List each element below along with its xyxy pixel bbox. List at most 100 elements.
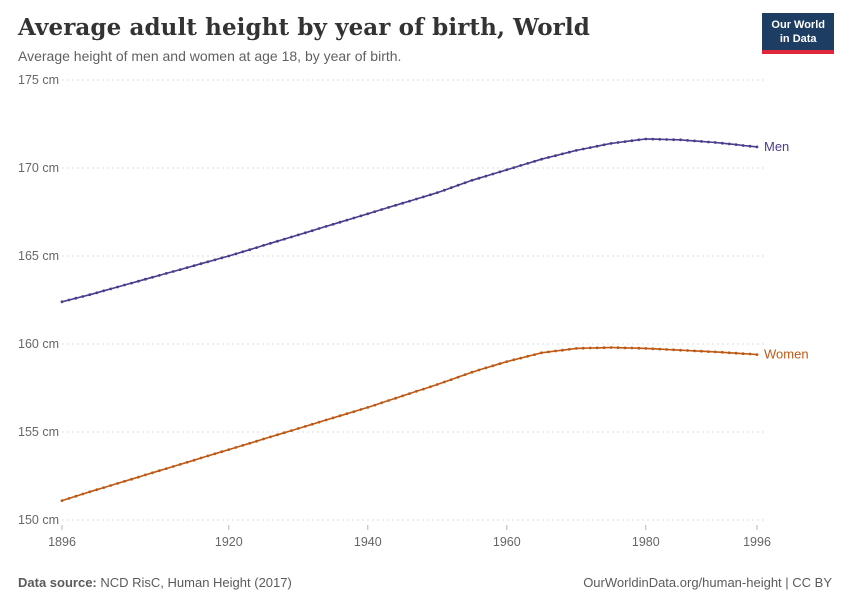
data-point: [435, 191, 439, 194]
data-point: [213, 452, 217, 456]
owid-logo-line2: in Data: [779, 33, 817, 46]
data-point: [283, 237, 286, 241]
chart-footer: Data source: NCD RisC, Human Height (201…: [0, 575, 850, 590]
data-point: [658, 137, 662, 141]
data-point: [547, 156, 550, 159]
data-source-text: NCD RisC, Human Height (2017): [96, 575, 292, 590]
data-point: [199, 456, 203, 460]
data-point: [241, 444, 245, 447]
data-point: [609, 142, 613, 145]
data-point: [116, 285, 119, 289]
data-point: [192, 458, 196, 462]
data-point: [248, 248, 252, 252]
y-tick-label: 170 cm: [18, 161, 59, 175]
data-point: [561, 348, 564, 352]
data-point: [220, 450, 224, 454]
data-point: [352, 410, 356, 413]
data-point: [130, 477, 133, 481]
data-point: [171, 270, 175, 273]
data-point: [401, 394, 404, 398]
x-tick-label: 1960: [493, 535, 521, 549]
data-point: [686, 139, 689, 142]
data-point: [310, 229, 314, 233]
data-point: [554, 349, 557, 353]
data-point: [581, 147, 585, 151]
data-point: [345, 412, 349, 416]
data-point: [415, 389, 418, 393]
data-point: [262, 244, 265, 247]
data-point: [185, 460, 189, 464]
data-point: [533, 353, 536, 356]
data-point: [88, 490, 92, 494]
data-point: [422, 195, 425, 199]
data-point: [151, 471, 154, 475]
data-point: [734, 143, 738, 146]
data-point: [116, 482, 119, 485]
x-tick-label: 1920: [215, 535, 243, 549]
data-point: [755, 353, 759, 356]
data-point: [394, 396, 397, 400]
data-point: [338, 414, 342, 418]
data-point: [700, 349, 703, 353]
data-point: [185, 266, 189, 269]
data-point: [679, 348, 682, 352]
data-point: [477, 368, 481, 372]
data-point: [387, 399, 390, 402]
data-point: [484, 366, 488, 370]
data-point: [60, 300, 64, 304]
data-point: [269, 435, 272, 439]
data-point: [581, 346, 585, 350]
data-point: [276, 433, 279, 437]
x-tick-label: 1980: [632, 535, 660, 549]
data-point: [602, 143, 606, 147]
data-point: [505, 360, 509, 363]
data-source: Data source: NCD RisC, Human Height (201…: [18, 575, 292, 590]
data-point: [178, 463, 182, 466]
data-point: [255, 246, 258, 250]
data-point: [67, 298, 71, 302]
data-point: [109, 484, 113, 487]
chart-area: 150 cm 155 cm 160 cm 165 cm 170 cm 175 cm 1896…: [0, 68, 850, 565]
data-point: [345, 218, 349, 222]
data-point: [630, 139, 634, 143]
data-point: [178, 268, 182, 271]
data-point: [498, 170, 502, 174]
data-point: [192, 264, 196, 268]
data-point: [144, 277, 147, 281]
data-point: [588, 146, 592, 149]
data-point: [526, 162, 530, 165]
data-point: [206, 260, 210, 264]
data-point: [595, 346, 599, 350]
data-point: [491, 364, 495, 368]
data-point: [519, 356, 523, 360]
data-point: [234, 252, 238, 256]
data-point: [505, 168, 509, 172]
data-point: [283, 431, 286, 435]
data-point: [707, 140, 710, 144]
data-point: [491, 172, 495, 176]
data-point: [623, 346, 627, 350]
data-point: [366, 212, 370, 216]
owid-logo-line1: Our World: [771, 19, 825, 31]
data-point: [422, 387, 425, 391]
data-point: [679, 138, 682, 142]
data-point: [123, 479, 126, 483]
data-point: [366, 406, 370, 409]
footer-link[interactable]: OurWorldinData.org/human-height | CC BY: [583, 575, 832, 590]
data-point: [616, 141, 620, 144]
data-point: [574, 347, 578, 350]
data-point: [429, 193, 432, 197]
data-point: [380, 401, 384, 405]
data-point: [713, 350, 717, 354]
y-tick-label: 150 cm: [18, 513, 59, 527]
data-point: [567, 347, 571, 351]
data-point: [609, 346, 613, 349]
data-point: [630, 346, 634, 350]
data-point: [324, 225, 328, 228]
data-point: [359, 408, 363, 411]
data-point: [442, 188, 446, 192]
data-point: [748, 352, 752, 356]
data-point: [741, 352, 745, 356]
data-point: [296, 233, 300, 237]
